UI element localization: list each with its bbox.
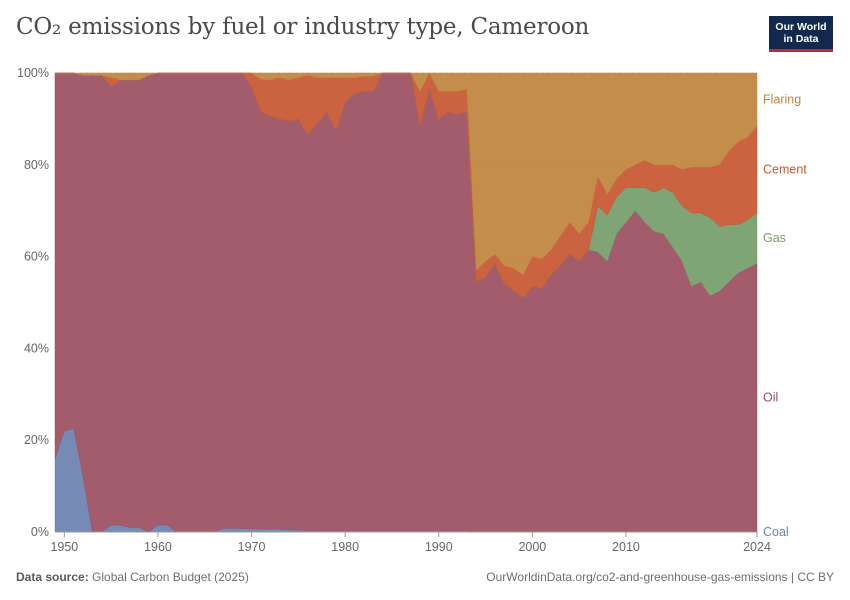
legend-gas[interactable]: Gas — [763, 231, 786, 245]
logo-line-1: Our World — [775, 21, 827, 33]
legend-flaring[interactable]: Flaring — [763, 92, 801, 106]
y-axis: 0% 20% 40% 60% 80% 100% — [17, 66, 49, 539]
y-tick-label: 80% — [24, 158, 49, 172]
data-source: Data source: Global Carbon Budget (2025) — [16, 570, 249, 584]
owid-logo[interactable]: Our World in Data — [769, 16, 833, 52]
x-tick-label: 1970 — [238, 540, 266, 554]
y-tick-label: 60% — [24, 250, 49, 264]
y-tick-label: 40% — [24, 341, 49, 355]
x-tick-label: 1990 — [425, 540, 453, 554]
page-title: CO₂ emissions by fuel or industry type, … — [16, 14, 590, 40]
footer-url[interactable]: OurWorldinData.org/co2-and-greenhouse-ga… — [486, 570, 834, 584]
logo-line-2: in Data — [783, 33, 819, 45]
area-flaring[interactable] — [55, 72, 758, 276]
y-tick-label: 100% — [17, 66, 49, 80]
x-tick-label: 1950 — [50, 540, 78, 554]
legend-oil[interactable]: Oil — [763, 391, 778, 405]
data-source-label: Data source: — [16, 570, 89, 584]
x-tick-label: 1980 — [331, 540, 359, 554]
y-tick-label: 0% — [31, 525, 49, 539]
y-tick-label: 20% — [24, 433, 49, 447]
area-series — [54, 72, 758, 533]
legend-coal[interactable]: Coal — [763, 525, 789, 539]
x-axis: 1950 1960 1970 1980 1990 2000 2010 2024 — [50, 531, 771, 554]
x-tick-label: 2024 — [743, 540, 771, 554]
x-tick-label: 1960 — [144, 540, 172, 554]
x-tick-label: 2010 — [612, 540, 640, 554]
legend: Coal Oil Gas Cement Flaring — [763, 92, 807, 539]
data-source-value[interactable]: Global Carbon Budget (2025) — [92, 570, 249, 584]
legend-cement[interactable]: Cement — [763, 162, 807, 176]
x-tick-label: 2000 — [518, 540, 546, 554]
